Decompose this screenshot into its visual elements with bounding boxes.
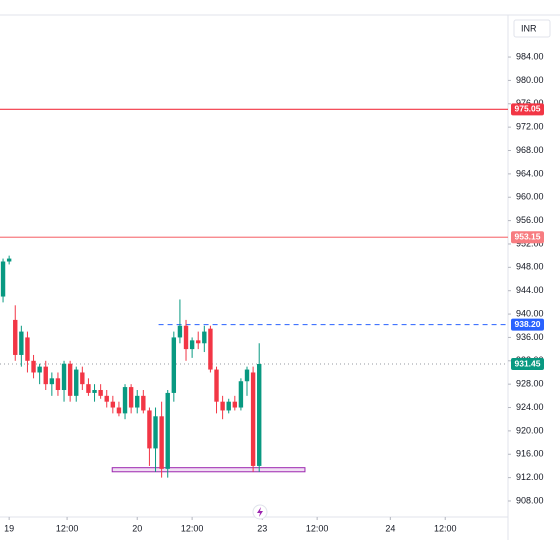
candle-body xyxy=(177,325,183,338)
candle-body xyxy=(214,369,219,402)
price-label-box xyxy=(511,103,544,116)
candle-body xyxy=(238,381,244,408)
candle-body xyxy=(220,401,225,411)
currency-box[interactable] xyxy=(513,19,551,38)
candle-body xyxy=(202,331,207,344)
candle-body xyxy=(37,366,42,373)
range-rectangle xyxy=(111,467,306,473)
x-tick-label: 24 xyxy=(385,523,395,533)
x-tick-label: 20 xyxy=(132,523,142,533)
candle-body xyxy=(135,395,140,408)
candle-body xyxy=(31,360,36,373)
candle-body xyxy=(183,325,189,350)
y-tick-label: 948.00 xyxy=(516,262,544,272)
y-tick-label: 924.00 xyxy=(516,402,544,412)
y-tick-label: 972.00 xyxy=(516,122,544,132)
x-tick-label: 19 xyxy=(4,523,14,533)
candle-body xyxy=(226,401,231,411)
candle-body xyxy=(6,258,12,262)
plot xyxy=(0,108,508,478)
y-tick-label: 984.00 xyxy=(516,51,544,61)
candle-body xyxy=(232,401,238,408)
y-tick-label: 936.00 xyxy=(516,332,544,342)
y-tick-label: 944.00 xyxy=(516,285,544,295)
price-label: 938.20 xyxy=(515,319,541,329)
candle-body xyxy=(122,387,128,414)
price-label: 975.05 xyxy=(515,104,541,114)
candle-body xyxy=(250,372,256,466)
lightning xyxy=(257,507,263,517)
currency: INR xyxy=(521,23,537,33)
candle-body xyxy=(49,378,55,385)
candle-body xyxy=(196,340,201,344)
candle-body xyxy=(92,390,97,393)
y-tick-label: 952.00 xyxy=(516,238,544,248)
candle-body xyxy=(74,369,79,396)
candle-body xyxy=(116,407,122,414)
candle-body xyxy=(244,369,250,382)
y-tick-label: 960.00 xyxy=(516,192,544,202)
candle-body xyxy=(61,363,67,390)
candle-body xyxy=(165,392,170,469)
candle-body xyxy=(141,395,146,411)
y-tick-label: 964.00 xyxy=(516,168,544,178)
candle-body xyxy=(98,390,103,396)
x-tick-label: 12:00 xyxy=(56,523,79,533)
y-tick-label: 912.00 xyxy=(516,472,544,482)
candle-body xyxy=(153,416,158,449)
y-tick-label: 940.00 xyxy=(516,308,544,318)
candle-body xyxy=(25,337,30,361)
candle-body xyxy=(159,416,164,469)
candle-body xyxy=(110,401,116,408)
candle-body xyxy=(43,366,48,385)
candle-body xyxy=(13,319,18,355)
candle-body xyxy=(208,328,213,370)
price-label-box xyxy=(511,358,544,371)
y-tick-label: 956.00 xyxy=(516,215,544,225)
x-tick-label: 12:00 xyxy=(181,523,204,533)
price-label-box xyxy=(511,318,544,331)
candle-body xyxy=(0,261,6,297)
candle-body xyxy=(67,363,73,396)
axis: 908.00912.00916.00920.00924.00928.00932.… xyxy=(4,51,544,533)
price-label: 953.15 xyxy=(515,232,541,242)
y-tick-label: 928.00 xyxy=(516,379,544,389)
price-label: 931.45 xyxy=(515,358,541,368)
y-tick-label: 968.00 xyxy=(516,145,544,155)
candle-body xyxy=(104,395,109,402)
y-tick-label: 980.00 xyxy=(516,75,544,85)
candle-body xyxy=(55,378,61,390)
candle-body xyxy=(86,384,91,393)
candle-body xyxy=(128,387,134,408)
candle-body xyxy=(257,364,262,466)
x-tick-label: 23 xyxy=(257,523,267,533)
candle-body xyxy=(147,410,152,449)
candle-body xyxy=(189,340,195,350)
x-tick-label: 12:00 xyxy=(306,523,329,533)
candle-body xyxy=(171,337,177,393)
y-tick-label: 916.00 xyxy=(516,449,544,459)
x-tick-label: 12:00 xyxy=(434,523,457,533)
candle-body xyxy=(19,331,24,355)
y-tick-label: 920.00 xyxy=(516,425,544,435)
price-label-box xyxy=(511,231,544,244)
y-tick-label: 908.00 xyxy=(516,495,544,505)
y-tick-label: 976.00 xyxy=(516,98,544,108)
candle-body xyxy=(80,372,85,385)
